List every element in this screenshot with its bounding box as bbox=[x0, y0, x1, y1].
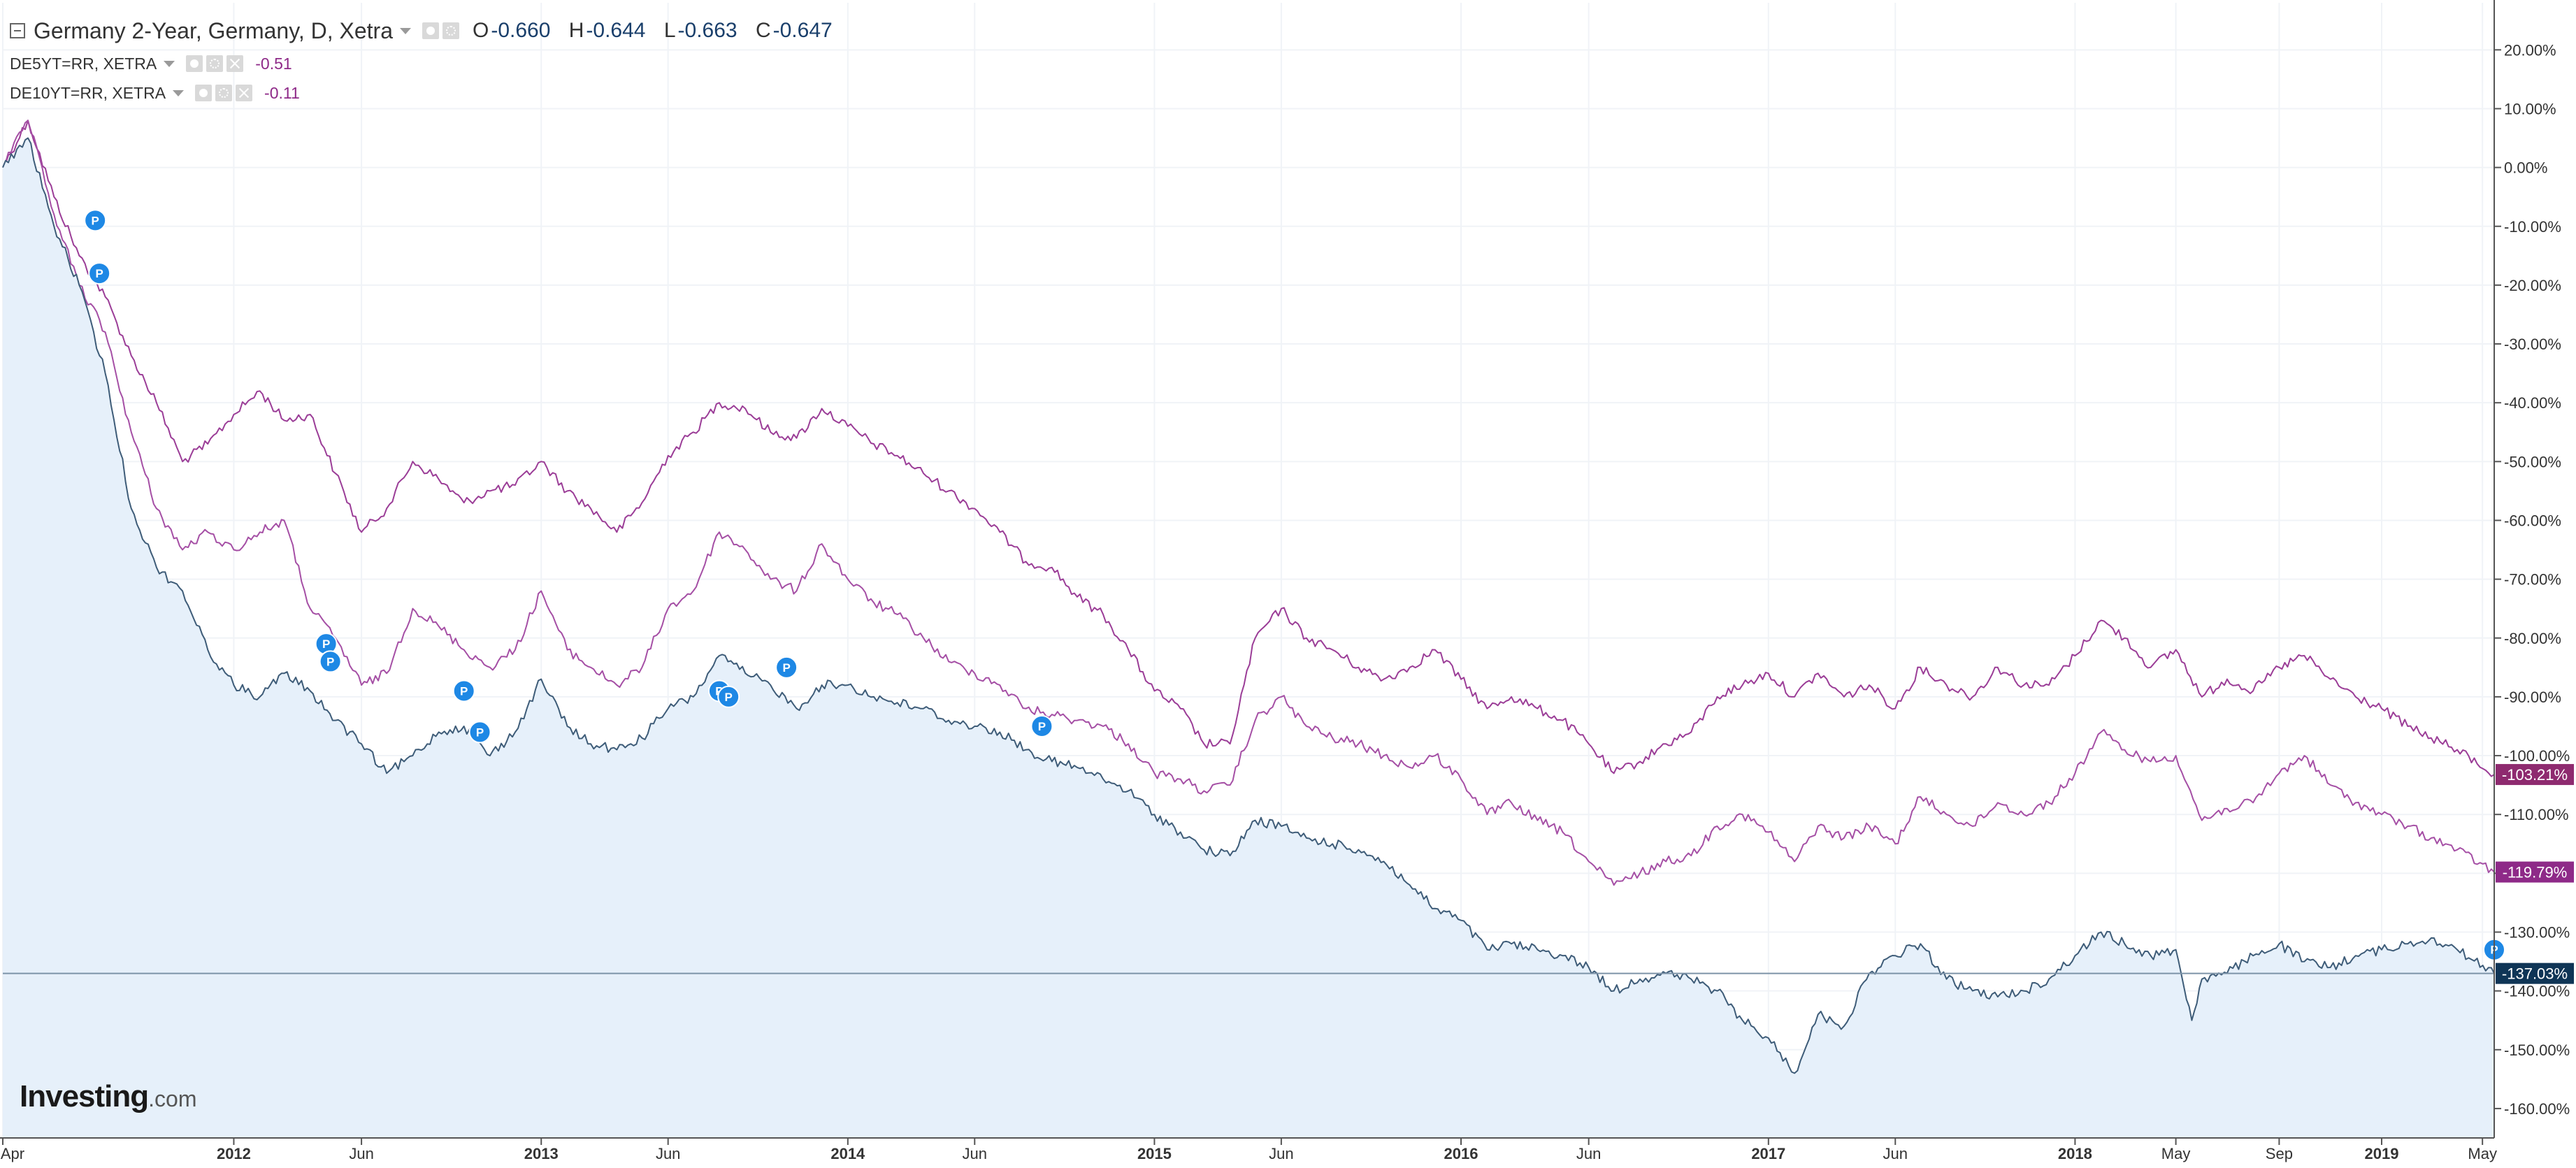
y-tick-label: -40.00% bbox=[2504, 394, 2561, 412]
legend-series-de5yt: DE5YT=RR, XETRA -0.51 bbox=[10, 49, 845, 78]
y-tick-label: -110.00% bbox=[2504, 806, 2569, 823]
x-tick-label: 2015 bbox=[1137, 1145, 1172, 1162]
chevron-down-icon[interactable] bbox=[399, 27, 411, 34]
event-marker-label: P bbox=[725, 691, 733, 704]
close-icon[interactable] bbox=[236, 85, 253, 101]
event-marker-label: P bbox=[326, 655, 334, 668]
de10yt-value: -0.11 bbox=[264, 83, 300, 102]
x-tick-label: 2017 bbox=[1751, 1145, 1785, 1162]
legend-main-series: Germany 2-Year, Germany, D, Xetra O -0.66… bbox=[10, 13, 845, 49]
last-value-label: -119.79% bbox=[2503, 864, 2568, 881]
de10yt-title: DE10YT=RR, XETRA bbox=[10, 83, 166, 102]
event-marker-label: P bbox=[96, 267, 103, 280]
x-tick-label: Jun bbox=[1883, 1145, 1908, 1162]
y-tick-label: -60.00% bbox=[2504, 512, 2561, 529]
y-tick-label: -20.00% bbox=[2504, 277, 2561, 294]
last-value-badge bbox=[2496, 962, 2574, 984]
investing-logo: Investing.com bbox=[20, 1079, 197, 1114]
x-tick-label: Jun bbox=[1576, 1145, 1601, 1162]
eye-icon[interactable] bbox=[422, 22, 439, 39]
open-value: -0.660 bbox=[491, 19, 551, 42]
y-tick-label: 20.00% bbox=[2504, 41, 2556, 59]
low-key: L bbox=[663, 19, 676, 42]
last-value-label: -103.21% bbox=[2502, 766, 2568, 784]
x-tick-label: Jun bbox=[656, 1145, 680, 1162]
y-tick-label: -80.00% bbox=[2504, 630, 2561, 647]
last-value-label: -137.03% bbox=[2502, 965, 2568, 983]
y-tick-label: -30.00% bbox=[2504, 336, 2561, 353]
series-line-0 bbox=[2, 120, 2495, 777]
event-marker bbox=[319, 650, 342, 673]
x-tick-label: 2019 bbox=[2365, 1145, 2399, 1162]
x-tick-label: Jun bbox=[349, 1145, 373, 1162]
close-icon[interactable] bbox=[226, 55, 244, 72]
high-key: H bbox=[568, 19, 584, 42]
low-value: -0.663 bbox=[677, 19, 737, 42]
main-series-title: Germany 2-Year, Germany, D, Xetra bbox=[34, 17, 393, 43]
last-value-badge bbox=[2496, 861, 2574, 883]
event-marker bbox=[775, 656, 798, 679]
x-tick-label: May bbox=[2161, 1145, 2191, 1162]
event-marker bbox=[717, 685, 740, 708]
x-tick-label: 2012 bbox=[217, 1145, 251, 1162]
y-tick-label: 0.00% bbox=[2504, 159, 2547, 177]
chevron-down-icon[interactable] bbox=[173, 89, 185, 96]
series-line-1 bbox=[2, 120, 2495, 886]
chevron-down-icon[interactable] bbox=[164, 60, 175, 67]
open-key: O bbox=[472, 19, 489, 42]
x-tick-label: 2016 bbox=[1444, 1145, 1478, 1162]
x-tick-label: Jun bbox=[1269, 1145, 1293, 1162]
event-marker-label: P bbox=[92, 214, 99, 227]
x-tick-label: 2018 bbox=[2058, 1145, 2092, 1162]
event-marker-label: P bbox=[1038, 720, 1046, 733]
high-value: -0.644 bbox=[586, 19, 646, 42]
y-tick-label: 10.00% bbox=[2504, 100, 2556, 117]
x-tick-label: Sep bbox=[2266, 1145, 2293, 1162]
y-tick-label: -130.00% bbox=[2504, 923, 2570, 941]
x-tick-label: Apr bbox=[1, 1145, 24, 1162]
y-tick-label: -70.00% bbox=[2504, 571, 2561, 589]
close-key: C bbox=[755, 19, 771, 42]
series-line-2 bbox=[2, 137, 2495, 1074]
event-marker-label: P bbox=[460, 684, 468, 698]
event-marker-label: P bbox=[322, 637, 330, 651]
eye-icon[interactable] bbox=[195, 85, 213, 101]
y-tick-label: -10.00% bbox=[2504, 218, 2561, 236]
y-tick-label: -150.00% bbox=[2504, 1041, 2570, 1059]
y-tick-label: -160.00% bbox=[2504, 1100, 2570, 1118]
event-marker bbox=[468, 721, 491, 744]
y-tick-label: -140.00% bbox=[2504, 983, 2570, 1000]
y-tick-label: -100.00% bbox=[2504, 747, 2570, 765]
eye-icon[interactable] bbox=[186, 55, 203, 72]
gear-icon[interactable] bbox=[206, 55, 224, 72]
de5yt-title: DE5YT=RR, XETRA bbox=[10, 54, 157, 73]
legend-series-de10yt: DE10YT=RR, XETRA -0.11 bbox=[10, 78, 845, 108]
x-tick-label: 2014 bbox=[830, 1145, 865, 1162]
event-marker bbox=[452, 679, 475, 702]
event-marker bbox=[88, 262, 111, 285]
event-marker bbox=[1030, 714, 1053, 737]
gear-icon[interactable] bbox=[442, 22, 459, 39]
collapse-icon[interactable] bbox=[10, 23, 25, 38]
chart-legend: Germany 2-Year, Germany, D, Xetra O -0.66… bbox=[10, 13, 845, 108]
y-tick-label: -90.00% bbox=[2504, 688, 2561, 706]
last-value-badge bbox=[2496, 764, 2574, 786]
event-marker-label: P bbox=[782, 661, 790, 675]
y-tick-label: -50.00% bbox=[2504, 453, 2561, 470]
event-marker-label: P bbox=[476, 726, 484, 739]
series-area-fill bbox=[3, 138, 2494, 1138]
x-tick-label: 2013 bbox=[524, 1145, 559, 1162]
event-marker bbox=[84, 209, 107, 232]
logo-text: Investing bbox=[20, 1079, 149, 1113]
close-value: -0.647 bbox=[772, 19, 833, 42]
x-tick-label: Jun bbox=[963, 1145, 987, 1162]
gear-icon[interactable] bbox=[215, 85, 233, 101]
logo-tld: .com bbox=[148, 1086, 197, 1111]
x-tick-label: May bbox=[2468, 1145, 2497, 1162]
ohlc-readout: O -0.660 H -0.644 L -0.663 C -0.647 bbox=[473, 19, 845, 43]
de5yt-value: -0.51 bbox=[255, 54, 292, 73]
